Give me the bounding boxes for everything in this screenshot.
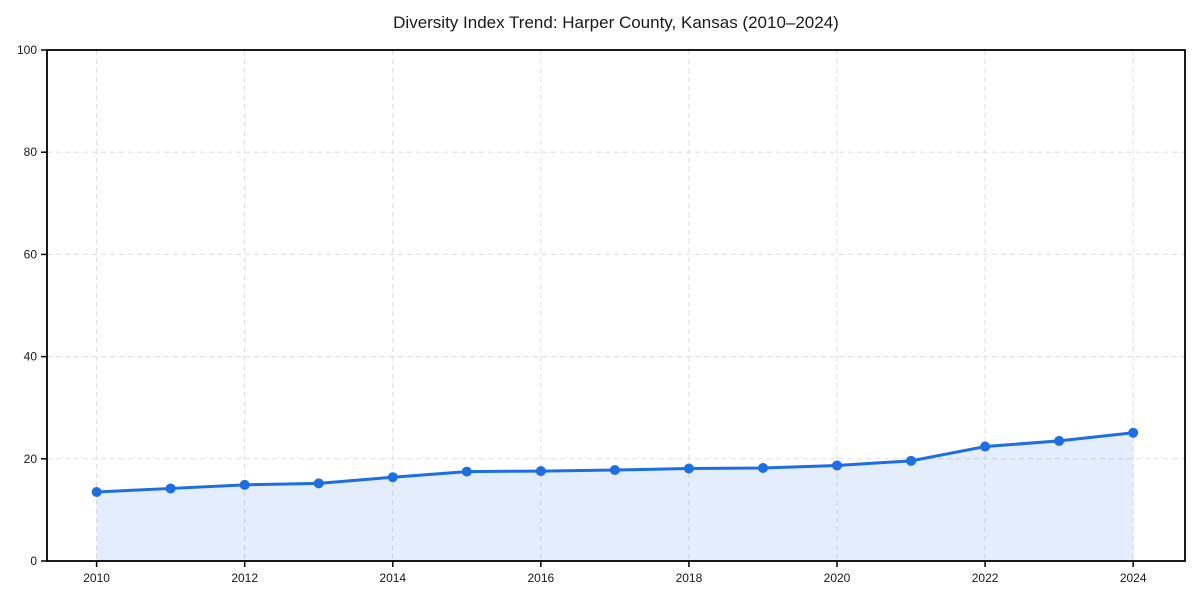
data-point-marker [832, 460, 843, 471]
data-point-marker [757, 462, 768, 473]
data-point-marker [683, 463, 694, 474]
y-tick-label: 40 [24, 350, 38, 364]
y-tick-label: 60 [24, 247, 38, 261]
area-fill [96, 432, 1134, 561]
x-tick-label: 2014 [379, 571, 406, 585]
data-point-marker [906, 455, 917, 466]
data-point-marker [461, 466, 472, 477]
data-point-marker [535, 466, 546, 477]
chart-title: Diversity Index Trend: Harper County, Ka… [393, 13, 839, 32]
x-tick-label: 2018 [676, 571, 703, 585]
data-point-marker [980, 441, 991, 452]
x-tick-label: 2020 [824, 571, 851, 585]
y-tick-label: 0 [30, 554, 37, 568]
data-point-marker [91, 487, 102, 498]
data-point-marker [165, 483, 176, 494]
x-tick-label: 2012 [231, 571, 258, 585]
plot-border [46, 49, 1186, 562]
y-tick-label: 100 [17, 43, 37, 57]
x-tick-label: 2016 [527, 571, 554, 585]
data-point-marker [313, 478, 324, 489]
x-tick-label: 2022 [972, 571, 999, 585]
y-tick-label: 80 [24, 145, 38, 159]
data-point-marker [387, 472, 398, 483]
data-point-marker [1054, 435, 1065, 446]
x-tick-label: 2010 [83, 571, 110, 585]
y-tick-label: 20 [24, 452, 38, 466]
data-point-marker [1128, 427, 1139, 438]
data-point-marker [609, 465, 620, 476]
x-tick-label: 2024 [1120, 571, 1147, 585]
data-point-marker [239, 479, 250, 490]
